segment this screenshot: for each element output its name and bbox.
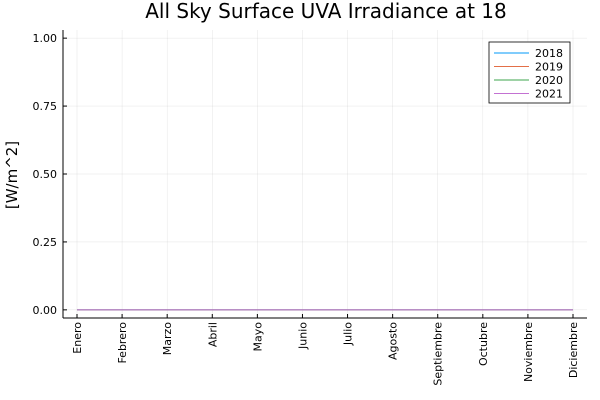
legend-box xyxy=(488,41,571,104)
y-tick-label: 0.50 xyxy=(33,168,58,181)
x-tick-label: Marzo xyxy=(161,322,174,356)
y-tick-label: 0.25 xyxy=(33,236,58,249)
y-tick-label: 0.75 xyxy=(33,100,58,113)
x-tick-label: Septiembre xyxy=(432,322,445,386)
x-tick-label: Junio xyxy=(296,322,309,350)
legend-label: 2018 xyxy=(535,47,563,60)
legend-label: 2019 xyxy=(535,61,563,74)
chart-title: All Sky Surface UVA Irradiance at 18 xyxy=(145,0,507,23)
x-tick-label: Agosto xyxy=(387,322,400,360)
y-tick-label: 1.00 xyxy=(33,32,58,45)
y-axis-label: [W/m^2] xyxy=(3,141,21,209)
x-tick-label: Octubre xyxy=(477,322,490,366)
x-tick-label: Abril xyxy=(206,322,219,347)
x-tick-label: Noviembre xyxy=(522,322,535,382)
y-tick-label: 0.00 xyxy=(33,304,58,317)
x-tick-label: Diciembre xyxy=(567,322,580,378)
x-tick-label: Mayo xyxy=(251,322,264,352)
x-tick-label: Julio xyxy=(342,322,355,346)
legend-label: 2021 xyxy=(535,88,563,101)
x-tick-label: Febrero xyxy=(116,322,129,364)
legend-label: 2020 xyxy=(535,74,563,87)
x-tick-label: Enero xyxy=(71,322,84,354)
